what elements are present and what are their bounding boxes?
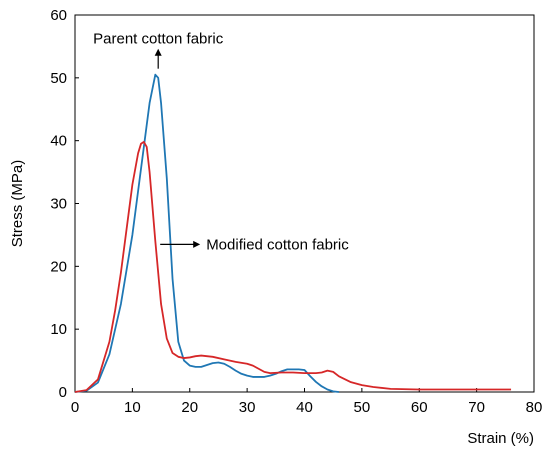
- x-tick-label: 10: [124, 399, 141, 416]
- y-tick-label: 10: [50, 321, 67, 338]
- y-tick-label: 30: [50, 196, 67, 213]
- y-tick-label: 40: [50, 133, 67, 150]
- annotation-label: Parent cotton fabric: [93, 31, 224, 48]
- series-layer: [74, 73, 512, 393]
- y-tick-label: 60: [50, 7, 67, 24]
- series-line-2: [74, 141, 512, 393]
- y-tick-label: 0: [59, 384, 67, 401]
- x-tick-label: 40: [296, 399, 313, 416]
- plot-frame: [74, 14, 535, 393]
- x-tick-label: 50: [354, 399, 371, 416]
- x-tick-label: 70: [468, 399, 485, 416]
- x-tick-label: 30: [239, 399, 256, 416]
- series-line-1: [74, 73, 340, 393]
- x-tick-label: 60: [411, 399, 428, 416]
- annotation-label: Modified cotton fabric: [206, 236, 349, 253]
- axis-ticks: 0 10 20 30 40 50 60 70 80 0 10 20 30 40 50 60: [50, 7, 542, 416]
- x-tick-label: 20: [181, 399, 198, 416]
- y-axis-label: Stress (MPa): [9, 160, 26, 248]
- x-tick-label: 80: [526, 399, 543, 416]
- x-axis-label: Strain (%): [467, 430, 534, 447]
- y-tick-label: 50: [50, 70, 67, 87]
- x-tick-label: 0: [71, 399, 79, 416]
- annotations-layer: Parent cotton fabric Modified cotton fabr…: [93, 31, 349, 254]
- annotation-arrow-head: [154, 48, 162, 56]
- y-tick-label: 20: [50, 258, 67, 275]
- annotation-arrow-head: [193, 240, 201, 248]
